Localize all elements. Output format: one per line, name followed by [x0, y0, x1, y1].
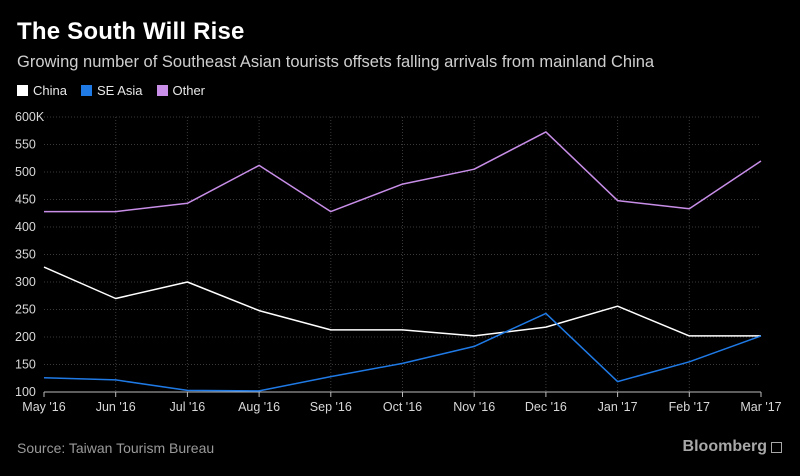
series-line-china	[43, 266, 761, 337]
x-tick-label: May '16	[22, 400, 65, 414]
y-tick-label: 150	[15, 358, 36, 372]
legend-swatch-china	[17, 85, 28, 96]
legend-label-china: China	[33, 83, 67, 98]
legend: China SE Asia Other	[17, 83, 219, 98]
brand-box-icon	[771, 441, 782, 453]
y-tick-label: 500	[15, 165, 36, 179]
x-tick-label: Sep '16	[310, 400, 352, 414]
legend-item-china: China	[17, 83, 67, 98]
x-tick-label: Dec '16	[525, 400, 567, 414]
x-tick-label: Jan '17	[598, 400, 638, 414]
x-tick-label: Jun '16	[96, 400, 136, 414]
y-tick-label: 300	[15, 275, 36, 289]
series-line-se-asia	[43, 312, 762, 392]
legend-label-se-asia: SE Asia	[96, 83, 143, 98]
x-tick-label: Aug '16	[238, 400, 280, 414]
brand-logo: Bloomberg	[683, 438, 782, 456]
chart-title: The South Will Rise	[17, 18, 245, 45]
x-tick-label: Mar '17	[740, 400, 781, 414]
legend-item-other: Other	[156, 83, 206, 98]
brand-name: Bloomberg	[682, 438, 767, 455]
chart-subtitle: Growing number of Southeast Asian touris…	[17, 53, 655, 71]
y-tick-label: 200	[15, 330, 36, 344]
legend-swatch-other	[156, 85, 168, 96]
source-note: Source: Taiwan Tourism Bureau	[17, 440, 215, 456]
legend-swatch-se-asia	[80, 85, 92, 96]
x-tick-label: Oct '16	[383, 400, 422, 414]
x-tick-label: Feb '17	[669, 400, 710, 414]
y-tick-label: 600K	[15, 110, 45, 124]
x-tick-label: Jul '16	[170, 400, 206, 414]
y-tick-label: 450	[15, 193, 36, 207]
y-tick-label: 400	[15, 220, 36, 234]
y-tick-label: 100	[15, 385, 36, 399]
y-tick-label: 350	[15, 248, 36, 262]
legend-item-se-asia: SE Asia	[80, 83, 143, 98]
legend-label-other: Other	[172, 83, 206, 98]
x-tick-label: Nov '16	[453, 400, 495, 414]
y-tick-label: 250	[15, 303, 36, 317]
series-line-other	[44, 131, 762, 213]
y-tick-label: 550	[15, 138, 36, 152]
